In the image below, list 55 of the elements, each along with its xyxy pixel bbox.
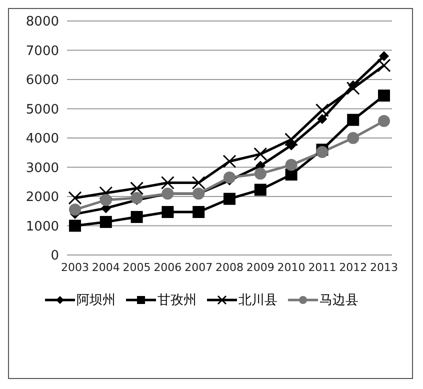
legend-label: 甘孜州 bbox=[158, 292, 196, 309]
point bbox=[68, 191, 82, 205]
x-tick-label: 2011 bbox=[308, 260, 336, 274]
point bbox=[377, 58, 391, 72]
point bbox=[316, 146, 328, 158]
y-tick-label: 4000 bbox=[26, 132, 59, 147]
point bbox=[192, 206, 205, 218]
point bbox=[99, 186, 113, 200]
point bbox=[284, 132, 298, 146]
point bbox=[285, 158, 298, 171]
point bbox=[162, 206, 174, 218]
point bbox=[100, 194, 112, 206]
point bbox=[69, 220, 81, 232]
point bbox=[286, 140, 296, 150]
y-tick-label: 8000 bbox=[26, 14, 59, 30]
point bbox=[254, 147, 268, 161]
point bbox=[254, 168, 266, 180]
x-tick-label: 2009 bbox=[246, 260, 274, 274]
x-tick-label: 2004 bbox=[92, 260, 120, 274]
x-tick-label: 2013 bbox=[370, 260, 398, 274]
point bbox=[160, 176, 174, 190]
point bbox=[222, 154, 236, 168]
x-tick-label: 2006 bbox=[154, 260, 182, 274]
y-tick-label: 7000 bbox=[26, 44, 59, 59]
x-tick-label: 2010 bbox=[277, 260, 306, 274]
point bbox=[224, 171, 236, 184]
point bbox=[254, 184, 266, 196]
point bbox=[379, 51, 389, 62]
point bbox=[317, 114, 328, 124]
y-tick-label: 3000 bbox=[26, 160, 59, 176]
y-tick-label: 0 bbox=[50, 248, 59, 264]
point bbox=[346, 82, 360, 96]
x-tick-label: 2005 bbox=[122, 260, 151, 274]
point bbox=[224, 192, 236, 205]
point bbox=[69, 204, 81, 216]
y-tick-label: 1000 bbox=[26, 219, 59, 234]
point bbox=[100, 216, 112, 228]
y-tick-label: 5000 bbox=[26, 102, 59, 118]
y-tick-label: 6000 bbox=[26, 73, 59, 88]
point bbox=[130, 182, 144, 196]
point bbox=[347, 114, 360, 126]
legend-label: 马边县 bbox=[320, 292, 358, 309]
point bbox=[130, 192, 143, 204]
x-tick-label: 2003 bbox=[61, 260, 89, 274]
point bbox=[378, 90, 390, 102]
y-tick-label: 2000 bbox=[26, 190, 59, 206]
x-tick-label: 2008 bbox=[216, 260, 244, 274]
point bbox=[130, 210, 143, 223]
x-tick-label: 2012 bbox=[339, 260, 368, 274]
legend-label: 阿坝州 bbox=[76, 292, 116, 309]
point bbox=[378, 115, 390, 128]
point bbox=[347, 132, 360, 144]
x-tick-label: 2007 bbox=[184, 260, 213, 274]
legend-label: 北川县 bbox=[238, 292, 278, 309]
point bbox=[192, 176, 206, 190]
